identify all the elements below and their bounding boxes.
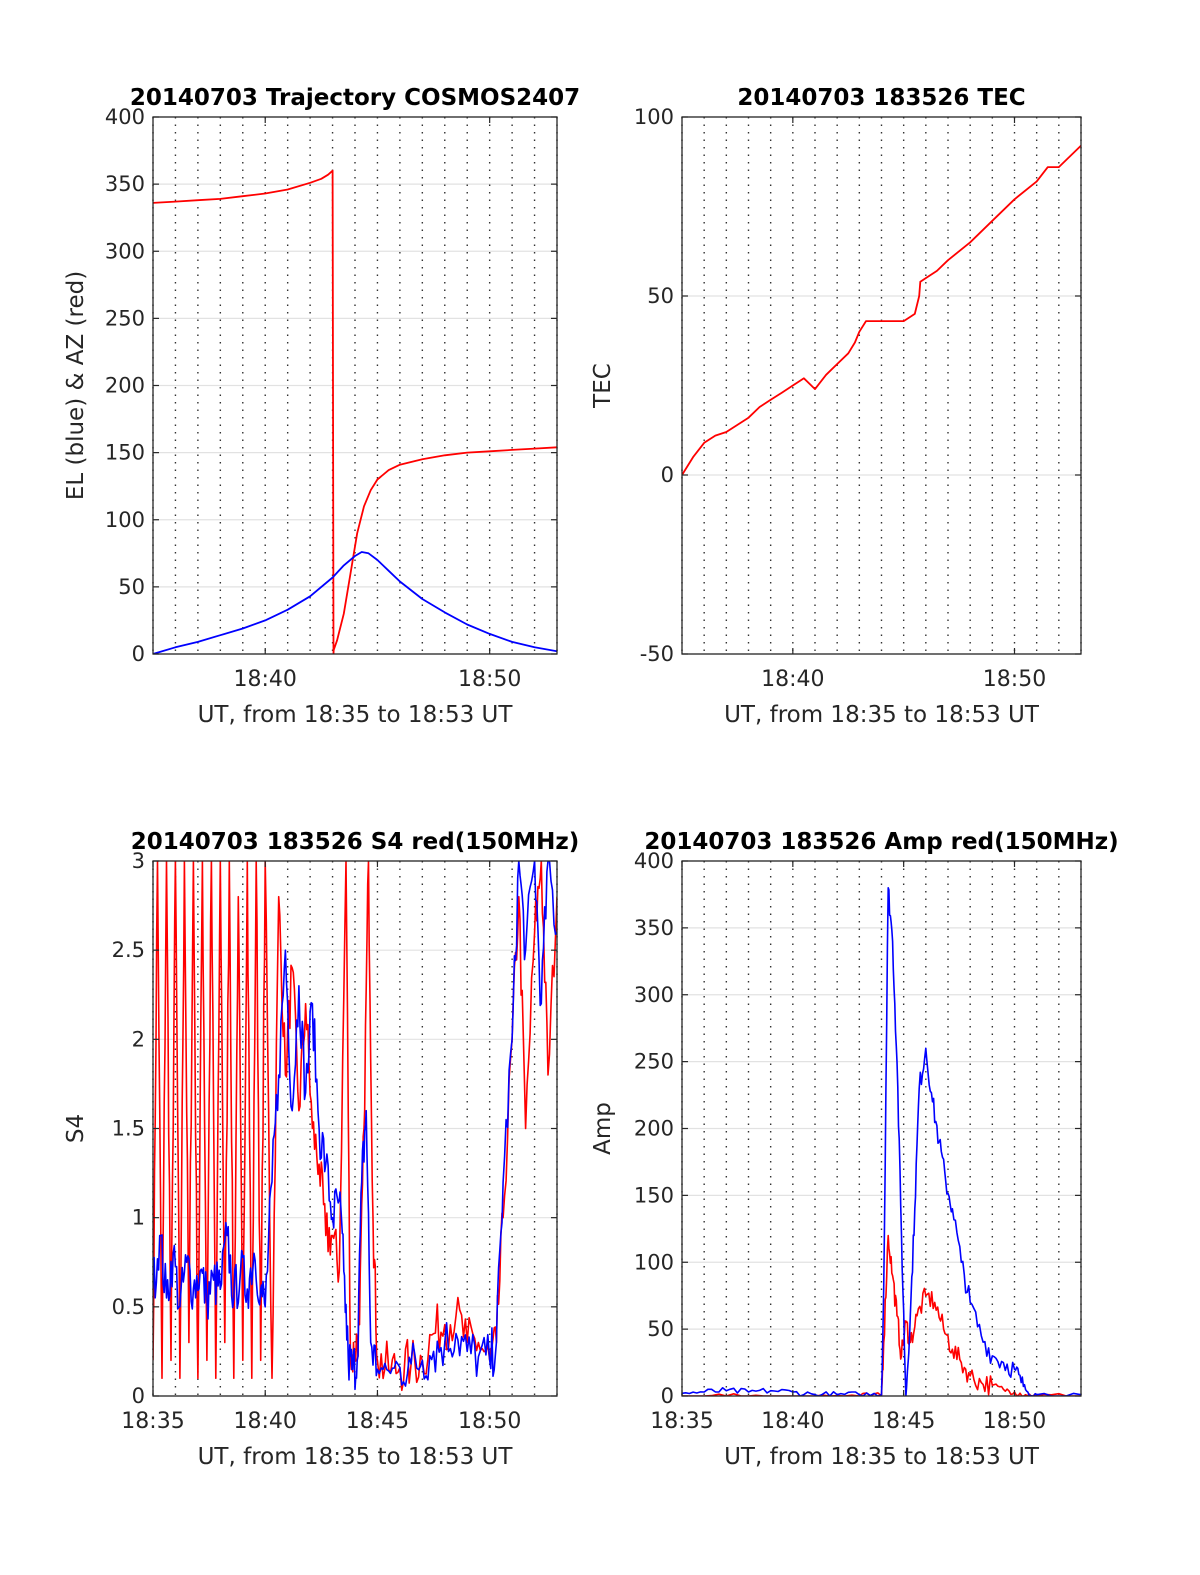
y-tick-label: 0 — [132, 642, 145, 666]
y-tick-label: 50 — [118, 575, 145, 599]
y-tick-label: 350 — [105, 172, 145, 196]
series-line — [153, 169, 557, 654]
series-line — [153, 551, 557, 654]
y-axis-label: EL (blue) & AZ (red) — [63, 271, 89, 500]
x-tick-label: 18:50 — [983, 1409, 1046, 1434]
y-tick-label: 350 — [634, 916, 674, 940]
x-tick-label: 18:35 — [650, 1409, 713, 1434]
y-tick-label: 200 — [634, 1117, 674, 1141]
y-tick-label: 2.5 — [112, 938, 145, 962]
panel-title: 20140703 183526 S4 red(150MHz) — [131, 829, 580, 855]
y-tick-label: 250 — [634, 1050, 674, 1074]
x-tick-label: 18:45 — [872, 1409, 935, 1434]
series-line — [682, 887, 1081, 1396]
y-tick-label: 0 — [132, 1384, 145, 1408]
y-tick-label: 0 — [661, 1384, 674, 1408]
panel-title: 20140703 183526 TEC — [737, 85, 1025, 111]
y-tick-label: 3 — [132, 849, 145, 873]
y-tick-label: 0.5 — [112, 1295, 145, 1319]
y-tick-label: 50 — [647, 284, 674, 308]
panel-s4: 20140703 183526 S4 red(150MHz) UT, from … — [63, 829, 579, 1470]
y-tick-label: 0 — [661, 463, 674, 487]
x-tick-label: 18:35 — [121, 1409, 184, 1434]
y-tick-label: 100 — [634, 1250, 674, 1274]
y-tick-label: 100 — [105, 508, 145, 532]
y-tick-label: 250 — [105, 306, 145, 330]
x-tick-label: 18:50 — [458, 667, 521, 692]
y-tick-label: 200 — [105, 374, 145, 398]
panel-trajectory: 20140703 Trajectory COSMOS2407 UT, from … — [63, 85, 580, 728]
y-tick-label: 400 — [634, 849, 674, 873]
y-tick-label: 300 — [105, 239, 145, 263]
x-tick-label: 18:50 — [983, 667, 1046, 692]
x-axis-label: UT, from 18:35 to 18:53 UT — [724, 1444, 1040, 1470]
y-tick-label: 1.5 — [112, 1117, 145, 1141]
plot-area: -50 0 50 100 18:40 18:50 — [634, 105, 1082, 692]
y-tick-label: 300 — [634, 983, 674, 1007]
x-tick-label: 18:40 — [234, 667, 297, 692]
plot-background — [682, 117, 1081, 654]
x-axis-label: UT, from 18:35 to 18:53 UT — [198, 1444, 514, 1470]
y-tick-label: 400 — [105, 105, 145, 129]
y-axis-label: S4 — [63, 1114, 89, 1143]
y-tick-label: 100 — [634, 105, 674, 129]
y-tick-label: 1 — [132, 1206, 145, 1230]
y-tick-label: 150 — [634, 1183, 674, 1207]
y-tick-label: 150 — [105, 441, 145, 465]
y-tick-label: 2 — [132, 1027, 145, 1051]
plot-area: 0 50 100 150 200 250 300 350 400 18:35 18:40 18:45 1… — [634, 849, 1082, 1434]
y-tick-label: 50 — [647, 1317, 674, 1341]
plot-area: 0 50 100 150 200 250 300 350 400 18:40 18:50 — [105, 105, 558, 692]
plot-area: 0 0.5 1 1.5 2 2.5 3 18:35 18:40 18:45 18:50 — [112, 849, 558, 1434]
x-tick-label: 18:45 — [346, 1409, 409, 1434]
y-axis-label: Amp — [590, 1102, 616, 1155]
x-axis-label: UT, from 18:35 to 18:53 UT — [724, 702, 1040, 728]
x-axis-label: UT, from 18:35 to 18:53 UT — [198, 702, 514, 728]
series-line — [153, 861, 557, 1391]
panel-title: 20140703 183526 Amp red(150MHz) — [644, 829, 1118, 855]
panel-tec: 20140703 183526 TEC UT, from 18:35 to 18… — [590, 85, 1082, 728]
y-tick-label: -50 — [640, 642, 674, 666]
series-line — [682, 144, 1081, 476]
x-tick-label: 18:40 — [234, 1409, 297, 1434]
panel-amp: 20140703 183526 Amp red(150MHz) UT, from… — [590, 829, 1119, 1470]
x-tick-label: 18:40 — [761, 667, 824, 692]
panel-title: 20140703 Trajectory COSMOS2407 — [130, 85, 580, 111]
y-axis-label: TEC — [590, 363, 616, 409]
plot-frame — [681, 116, 1082, 655]
x-tick-label: 18:50 — [458, 1409, 521, 1434]
x-tick-label: 18:40 — [761, 1409, 824, 1434]
